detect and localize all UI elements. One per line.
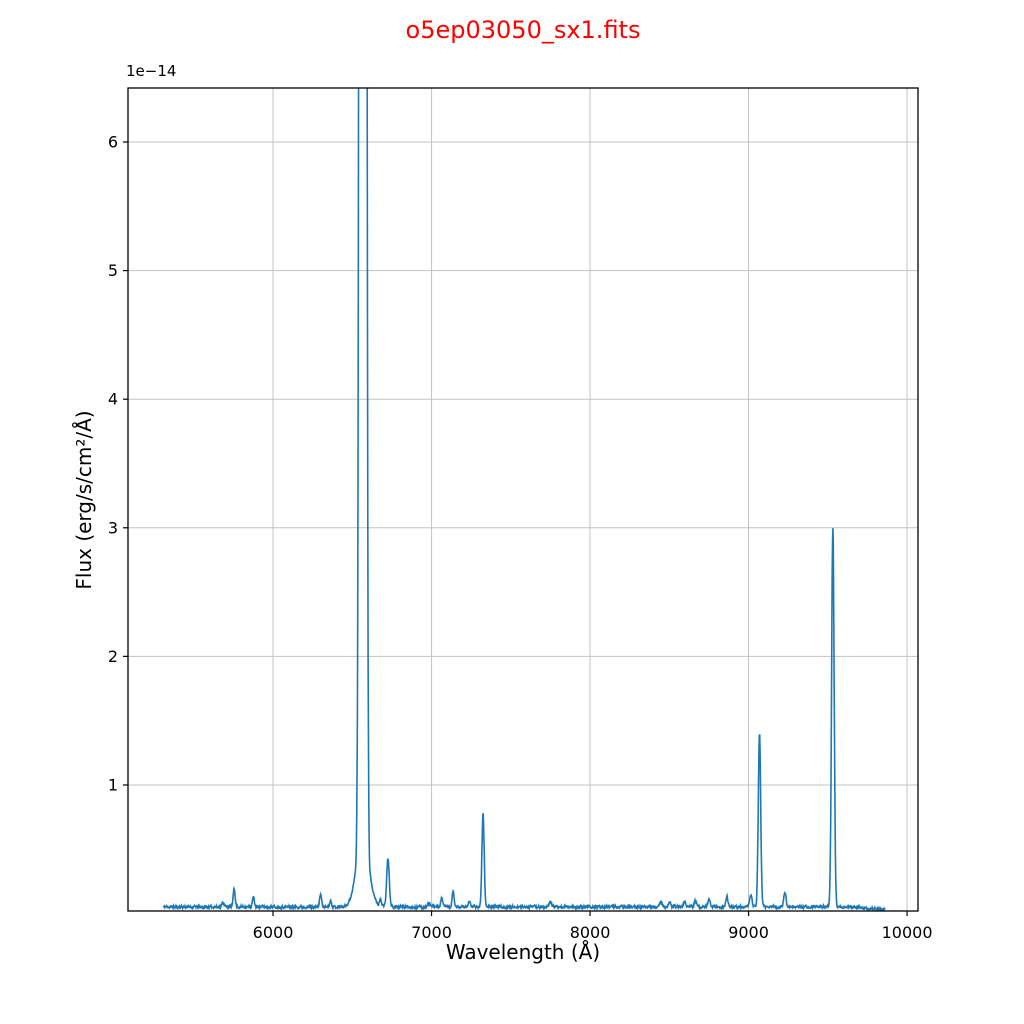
- grid-lines: [128, 88, 918, 911]
- x-tick-label: 10000: [882, 923, 933, 942]
- y-tick-label: 2: [108, 647, 118, 666]
- y-axis-offset-label: 1e−14: [126, 62, 177, 80]
- axes-spines: [127, 87, 919, 912]
- tick-labels: 6000 7000 8000 9000 10000 1 2 3 4 5 6: [108, 133, 933, 942]
- y-tick-label: 4: [108, 390, 118, 409]
- x-tick-label: 9000: [728, 923, 769, 942]
- x-tick-label: 7000: [411, 923, 452, 942]
- y-tick-label: 6: [108, 133, 118, 152]
- spectrum-line: [162, 88, 886, 911]
- chart-title: o5ep03050_sx1.fits: [405, 16, 641, 44]
- x-axis-label: Wavelength (Å): [445, 940, 601, 964]
- y-tick-label: 3: [108, 518, 118, 537]
- y-tick-label: 5: [108, 261, 118, 280]
- x-tick-label: 6000: [253, 923, 294, 942]
- tick-marks: [123, 141, 908, 916]
- y-tick-label: 1: [108, 775, 118, 794]
- x-tick-label: 8000: [570, 923, 611, 942]
